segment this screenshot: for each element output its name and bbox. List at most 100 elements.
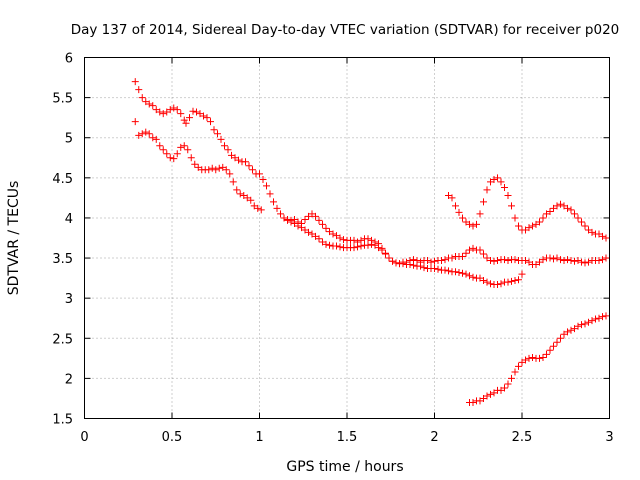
data-point <box>511 256 519 264</box>
data-point <box>229 178 237 186</box>
data-point <box>182 119 190 127</box>
data-point <box>469 244 477 252</box>
data-point <box>585 258 592 266</box>
data-point <box>322 224 330 232</box>
data-point <box>385 254 393 262</box>
data-point <box>208 164 216 172</box>
data-point <box>574 322 582 330</box>
data-point <box>564 256 571 264</box>
data-point <box>149 134 157 142</box>
data-point <box>329 230 337 238</box>
data-point <box>501 384 508 392</box>
data-point <box>599 256 606 264</box>
data-point <box>539 214 547 222</box>
data-point <box>301 216 309 224</box>
data-point <box>226 170 234 178</box>
data-point <box>539 354 547 362</box>
data-point <box>588 317 596 325</box>
data-point <box>564 328 571 336</box>
data-point <box>599 313 606 321</box>
data-point <box>378 246 386 254</box>
data-point <box>462 249 470 257</box>
data-point <box>156 142 164 150</box>
data-point <box>557 200 564 208</box>
data-point <box>522 356 529 364</box>
x-axis-label: GPS time / hours <box>286 459 403 475</box>
data-point <box>455 208 463 216</box>
data-point <box>543 350 550 358</box>
data-point <box>483 392 491 400</box>
data-point <box>193 108 200 116</box>
data-point <box>166 106 174 114</box>
data-point <box>602 234 610 242</box>
data-point <box>284 216 291 224</box>
data-point <box>205 166 213 174</box>
data-point <box>256 170 263 178</box>
data-point <box>550 342 557 350</box>
data-point <box>508 202 515 210</box>
data-point <box>536 218 543 226</box>
data-point <box>170 155 178 163</box>
x-tick-label: 3 <box>605 430 613 445</box>
data-point <box>315 216 323 224</box>
data-point <box>480 198 487 206</box>
x-tick-labels: 0 0.5 1 1.5 2 2.5 3 <box>80 430 613 445</box>
data-point <box>539 256 547 264</box>
data-point <box>254 204 262 212</box>
data-point <box>138 94 146 102</box>
data-point <box>487 390 494 398</box>
data-point <box>501 183 508 191</box>
data-point <box>266 190 274 198</box>
data-point <box>189 107 197 115</box>
data-point <box>257 206 265 214</box>
series-track-a <box>131 78 610 268</box>
data-point <box>529 222 536 230</box>
data-point <box>508 374 515 382</box>
data-point <box>159 146 167 154</box>
data-point <box>511 214 519 222</box>
data-point <box>571 257 578 265</box>
data-point <box>504 380 512 388</box>
data-point <box>494 256 501 264</box>
data-point <box>156 108 164 116</box>
data-point <box>511 277 519 285</box>
data-point <box>214 130 221 138</box>
data-point <box>546 254 554 262</box>
data-point <box>399 260 407 268</box>
data-point <box>480 277 487 285</box>
series-track-c <box>284 216 526 289</box>
data-point <box>173 106 181 114</box>
data-point <box>469 398 477 406</box>
data-point <box>210 126 218 134</box>
data-point <box>294 222 302 230</box>
data-point <box>187 154 195 162</box>
data-point <box>138 130 146 138</box>
data-point <box>564 204 571 212</box>
data-point <box>574 214 582 222</box>
data-point <box>515 222 522 230</box>
data-point <box>159 110 167 118</box>
data-point <box>494 281 501 289</box>
data-point <box>557 256 564 264</box>
data-point <box>247 196 255 204</box>
data-point <box>571 210 578 218</box>
data-point <box>382 250 389 258</box>
data-point <box>469 222 477 230</box>
data-point <box>406 260 414 268</box>
data-point <box>333 242 340 250</box>
data-point <box>459 214 466 222</box>
data-point <box>553 338 561 346</box>
data-point <box>431 264 438 272</box>
y-tick-label: 3 <box>65 292 73 307</box>
data-point <box>574 256 582 264</box>
data-point <box>522 256 529 264</box>
plot-frame <box>84 57 610 419</box>
data-point <box>487 256 494 264</box>
data-point <box>417 262 424 270</box>
data-point <box>340 236 347 244</box>
data-point <box>473 220 480 228</box>
y-tick-label: 4 <box>65 212 73 227</box>
data-point <box>166 154 174 162</box>
data-point <box>553 202 561 210</box>
